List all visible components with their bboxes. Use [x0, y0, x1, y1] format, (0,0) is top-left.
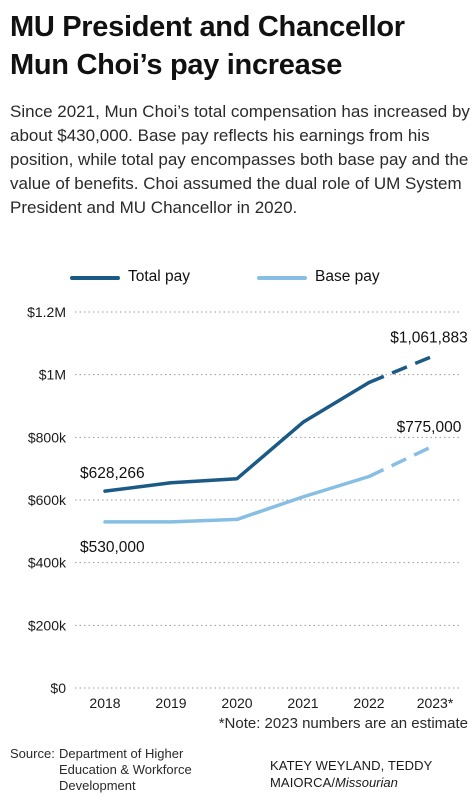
- x-tick-label: 2022: [353, 695, 384, 711]
- data-label-total-pay: $1,061,883: [390, 329, 468, 346]
- x-tick-label: 2023*: [417, 695, 454, 711]
- credit-publication: Missourian: [335, 775, 398, 790]
- y-tick-label: $200k: [28, 617, 67, 633]
- credit-separator: /: [331, 775, 335, 790]
- source-label: Source:: [10, 746, 55, 761]
- y-tick-label: $400k: [28, 555, 67, 571]
- legend-swatch-base-pay: [257, 276, 307, 280]
- x-tick-label: 2019: [155, 695, 186, 711]
- line-chart: $0 $200k $400k $600k $800k $1M $1.2M 2018 2019 20…: [27, 304, 468, 711]
- y-tick-label: $1.2M: [27, 304, 66, 320]
- y-tick-label: $600k: [28, 492, 67, 508]
- credit-names: KATEY WEYLAND, TEDDY MAIORCA: [270, 758, 433, 790]
- y-tick-label: $0: [50, 680, 66, 696]
- legend-label-total-pay: Total pay: [128, 268, 191, 285]
- source-text: Department of Higher Education & Workfor…: [59, 746, 192, 793]
- credit-block: KATEY WEYLAND, TEDDY MAIORCA/Missourian: [270, 757, 470, 791]
- legend: Total pay Base pay: [70, 266, 470, 290]
- x-tick-label: 2021: [287, 695, 318, 711]
- line-base-pay-actual: [103, 474, 371, 524]
- y-tick-label: $800k: [28, 429, 67, 445]
- y-tick-label: $1M: [39, 367, 66, 383]
- line-total-pay-estimate: [368, 353, 436, 385]
- data-label-base-pay: $775,000: [397, 419, 462, 436]
- data-label-total-pay: $628,266: [80, 465, 145, 482]
- legend-label-base-pay: Base pay: [315, 268, 380, 285]
- chart-subtitle: Since 2021, Mun Choi’s total compensatio…: [10, 102, 470, 217]
- legend-swatch-total-pay: [70, 276, 120, 280]
- line-base-pay-estimate: [368, 443, 436, 479]
- estimate-note: *Note: 2023 numbers are an estimate: [218, 715, 468, 732]
- x-tick-label: 2020: [221, 695, 252, 711]
- data-label-base-pay: $530,000: [80, 539, 145, 556]
- chart-title: MU President and Chancellor Mun Choi’s p…: [10, 11, 405, 81]
- x-tick-label: 2018: [89, 695, 120, 711]
